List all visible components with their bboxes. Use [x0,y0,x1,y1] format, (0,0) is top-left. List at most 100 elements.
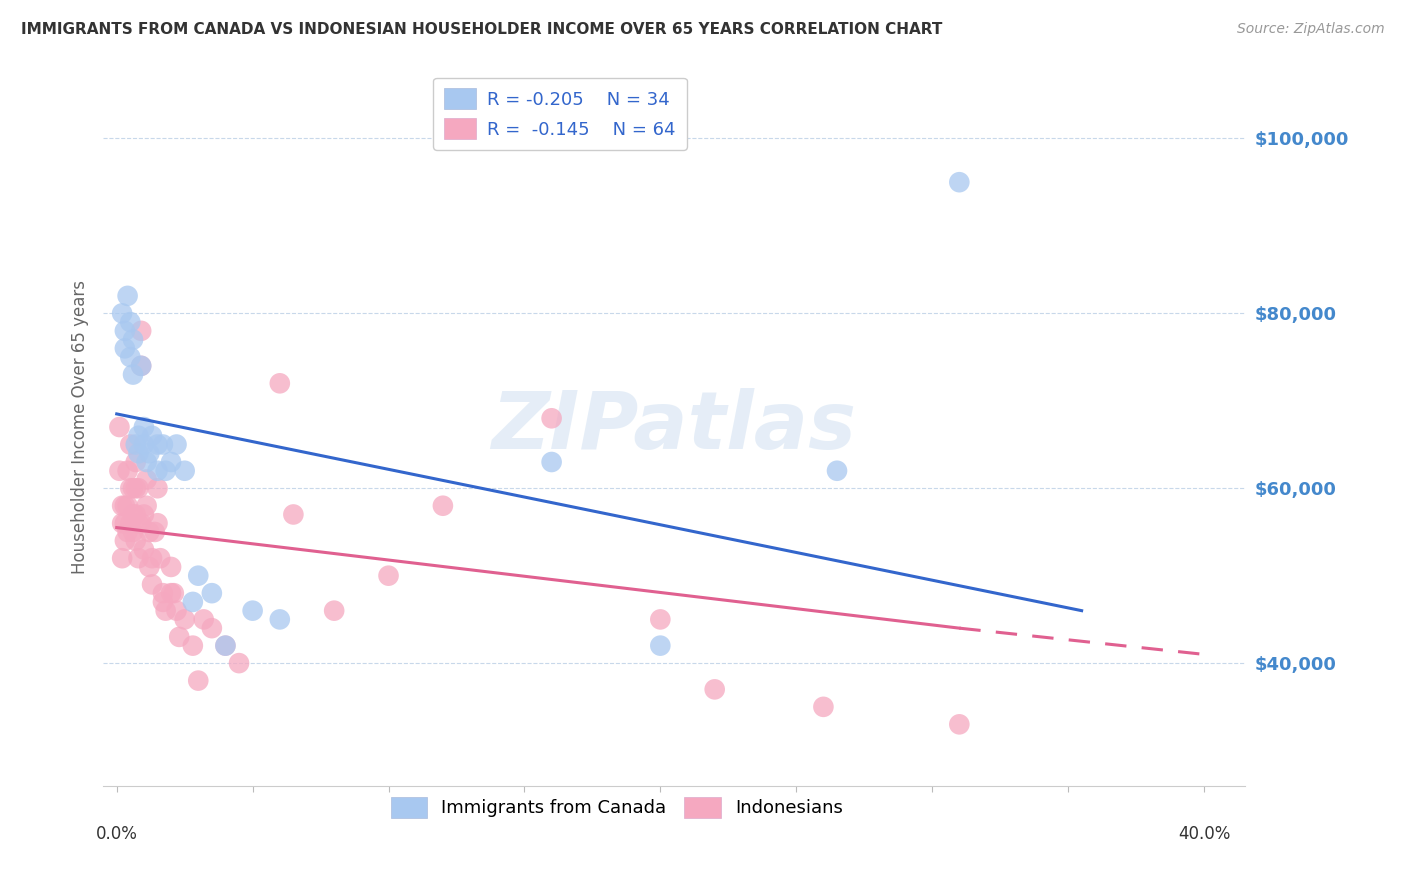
Point [120,315,142,329]
Point [122,368,145,382]
Point [173,464,195,478]
Point [146,481,169,495]
Point [214,639,236,653]
Point [160,560,183,574]
Point [120,516,142,531]
Point [141,577,163,591]
Point [111,516,134,531]
Text: 40.0%: 40.0% [1178,825,1230,843]
Point [432,499,454,513]
Point [540,411,562,425]
Point [111,551,134,566]
Point [125,533,148,548]
Point [167,630,190,644]
Point [242,604,264,618]
Point [201,621,224,635]
Y-axis label: Householder Income Over 65 years: Householder Income Over 65 years [72,280,89,574]
Point [269,376,291,391]
Point [129,359,152,373]
Point [117,464,139,478]
Point [152,437,174,451]
Point [132,420,155,434]
Point [160,455,183,469]
Point [138,524,160,539]
Point [201,586,224,600]
Point [152,595,174,609]
Point [125,508,148,522]
Point [127,429,149,443]
Point [125,437,148,451]
Point [117,499,139,513]
Point [149,551,172,566]
Point [114,342,136,356]
Point [181,639,204,653]
Point [111,306,134,320]
Point [269,612,291,626]
Point [166,437,188,451]
Point [187,673,209,688]
Point [377,568,399,582]
Legend: Immigrants from Canada, Indonesians: Immigrants from Canada, Indonesians [382,788,852,827]
Point [173,612,195,626]
Point [152,586,174,600]
Point [132,508,155,522]
Point [120,481,142,495]
Point [132,542,155,557]
Point [160,586,183,600]
Point [283,508,305,522]
Point [127,481,149,495]
Text: IMMIGRANTS FROM CANADA VS INDONESIAN HOUSEHOLDER INCOME OVER 65 YEARS CORRELATIO: IMMIGRANTS FROM CANADA VS INDONESIAN HOU… [21,22,942,37]
Text: Source: ZipAtlas.com: Source: ZipAtlas.com [1237,22,1385,37]
Point [146,464,169,478]
Point [127,516,149,531]
Point [138,446,160,460]
Point [114,516,136,531]
Point [948,717,970,731]
Point [108,464,131,478]
Point [127,551,149,566]
Point [108,420,131,434]
Point [166,604,188,618]
Point [129,324,152,338]
Point [114,499,136,513]
Point [155,604,177,618]
Point [122,481,145,495]
Point [120,437,142,451]
Point [127,446,149,460]
Point [111,499,134,513]
Point [114,533,136,548]
Point [540,455,562,469]
Point [122,524,145,539]
Point [122,333,145,347]
Point [132,437,155,451]
Point [155,464,177,478]
Point [135,473,157,487]
Point [129,359,152,373]
Point [214,639,236,653]
Point [703,682,725,697]
Point [825,464,848,478]
Point [117,289,139,303]
Point [323,604,346,618]
Point [813,699,835,714]
Point [125,481,148,495]
Point [141,551,163,566]
Point [117,524,139,539]
Point [125,455,148,469]
Point [146,437,169,451]
Point [138,560,160,574]
Point [146,516,169,531]
Point [228,656,250,670]
Point [193,612,215,626]
Point [948,175,970,189]
Point [181,595,204,609]
Point [650,612,672,626]
Point [650,639,672,653]
Point [163,586,186,600]
Point [143,524,166,539]
Point [187,568,209,582]
Text: 0.0%: 0.0% [96,825,138,843]
Point [114,324,136,338]
Point [135,455,157,469]
Point [135,499,157,513]
